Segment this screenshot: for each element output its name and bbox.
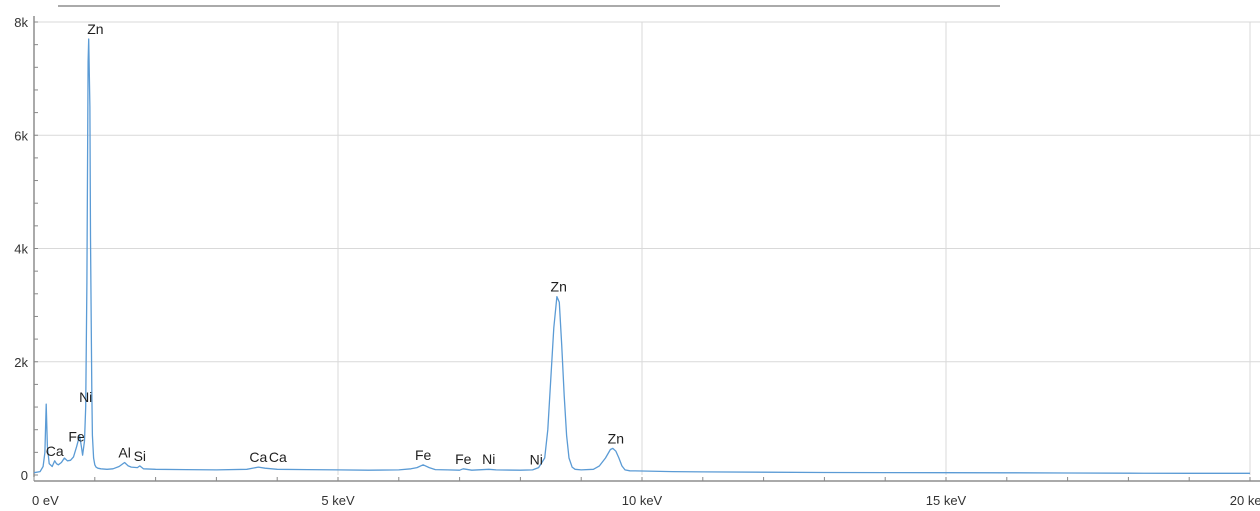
peak-label: Ca	[269, 449, 287, 465]
x-tick-label: 20 keV	[1230, 493, 1260, 508]
peak-label: Si	[134, 448, 146, 464]
x-tick-label: 5 keV	[321, 493, 355, 508]
peak-label: Zn	[87, 21, 103, 37]
peak-label: Ni	[79, 389, 92, 405]
y-tick-label: 2k	[14, 355, 28, 370]
peak-label: Zn	[551, 279, 567, 295]
peak-label: Fe	[455, 451, 472, 467]
peak-label: Zn	[608, 430, 624, 446]
peak-label: Ni	[482, 451, 495, 467]
peak-label: Fe	[415, 447, 432, 463]
peak-label: Ca	[249, 449, 267, 465]
x-tick-label: 0 eV	[32, 493, 59, 508]
x-tick-label: 10 keV	[622, 493, 663, 508]
y-tick-label: 0	[21, 468, 28, 483]
y-tick-label: 8k	[14, 15, 28, 30]
peak-label: Ni	[530, 451, 543, 467]
axes: 0 eV 5 keV 10 keV 15 keV 20 keV 0 2k 4k 6k 8k	[14, 15, 1260, 508]
x-tick-label: 15 keV	[926, 493, 967, 508]
y-tick-label: 4k	[14, 242, 28, 257]
series-layer	[33, 38, 1250, 474]
grid-lines	[34, 21, 1260, 475]
peak-label: Al	[118, 445, 130, 461]
peak-label: Fe	[68, 429, 85, 445]
spectrum-line	[33, 38, 1250, 474]
peak-label: Ca	[46, 443, 64, 459]
y-tick-label: 6k	[14, 128, 28, 143]
